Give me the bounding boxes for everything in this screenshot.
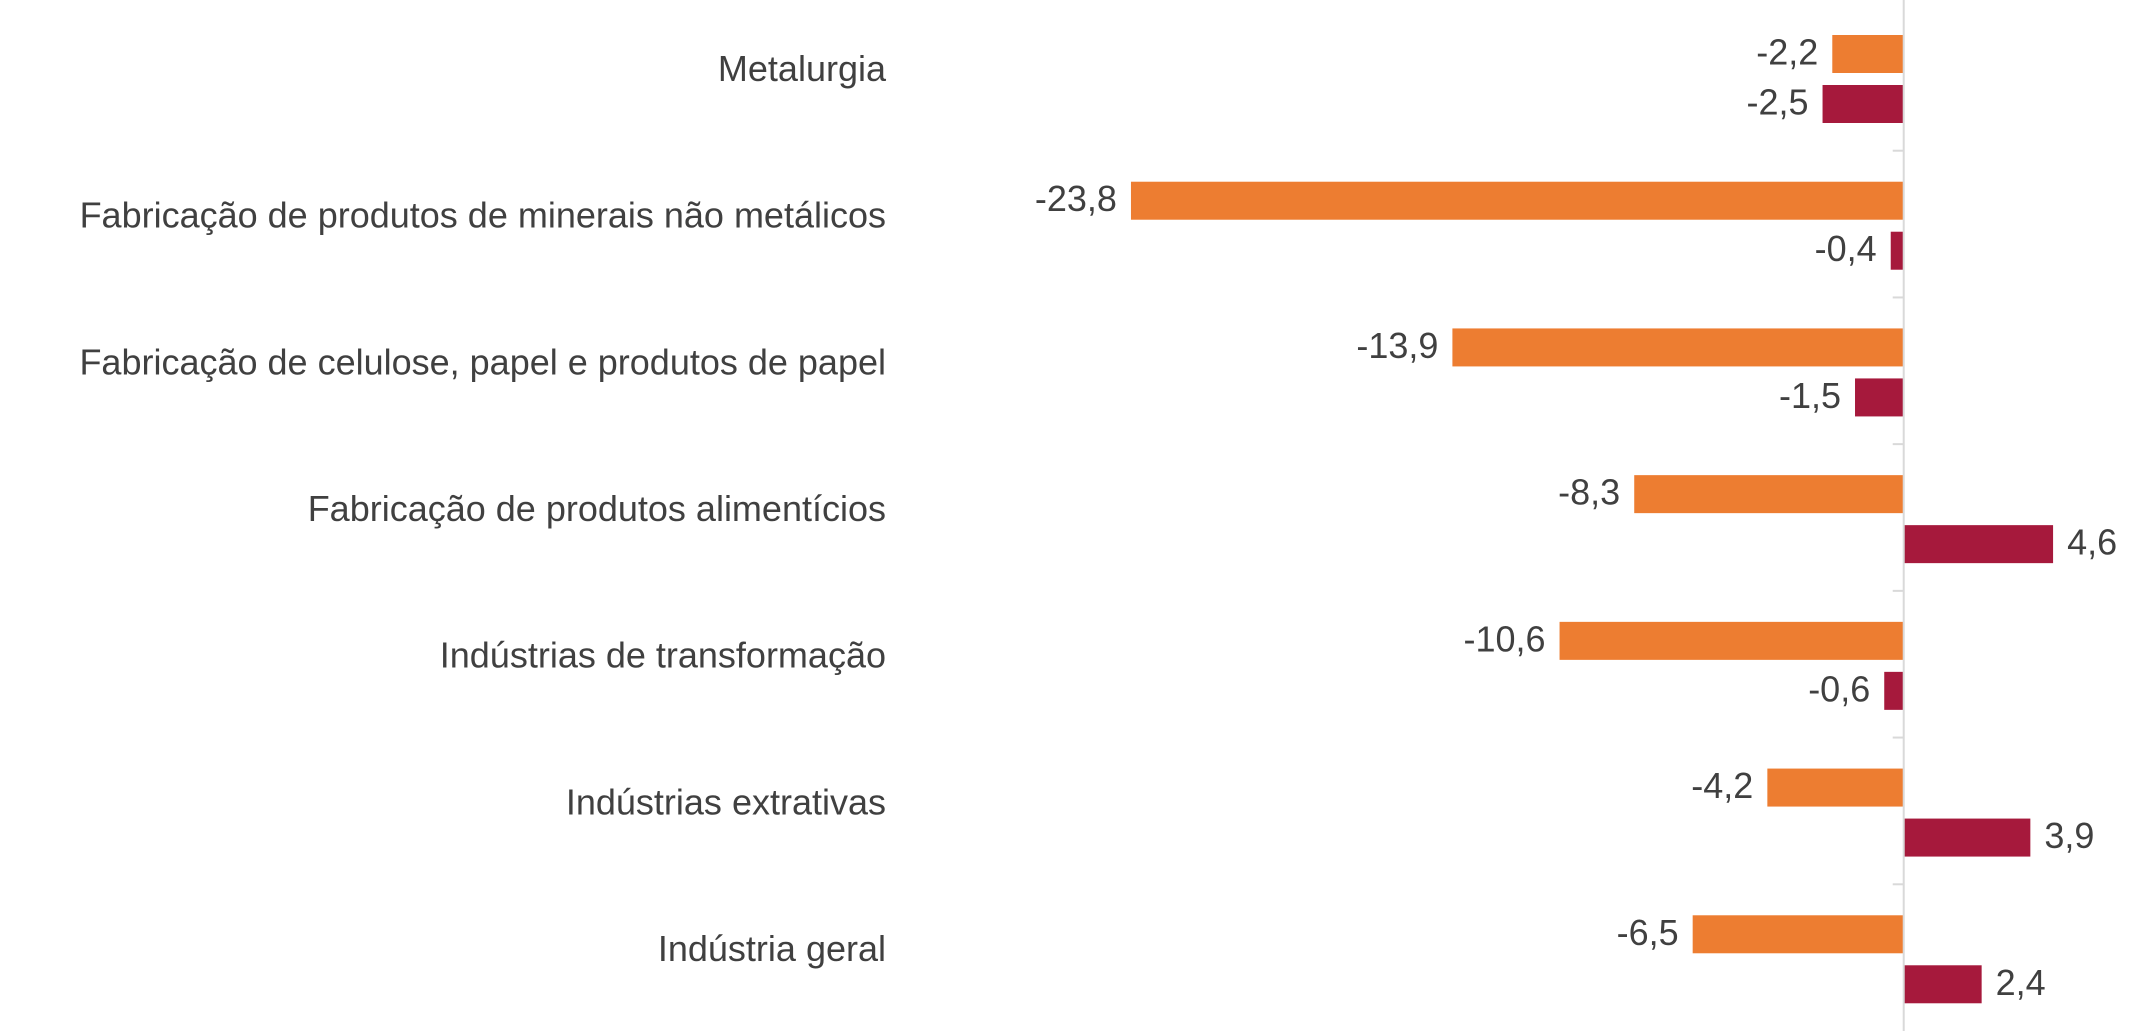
bar	[1692, 915, 1904, 954]
bar	[1634, 475, 1904, 514]
bar	[1832, 35, 1904, 73]
bar	[1130, 181, 1904, 220]
data-label: 2,4	[1996, 962, 2046, 1003]
bar	[1903, 818, 2031, 857]
bar	[1822, 85, 1904, 123]
category-label: Fabricação de produtos alimentícios	[308, 488, 886, 529]
category-label: Fabricação de produtos de minerais não m…	[80, 195, 886, 236]
data-label: -23,8	[1035, 178, 1117, 219]
data-label: -2,5	[1747, 82, 1809, 123]
data-label: -13,9	[1356, 325, 1438, 366]
bar	[1452, 328, 1904, 367]
data-label: 4,6	[2067, 522, 2117, 563]
category-label: Indústrias extrativas	[566, 781, 886, 822]
bar	[1559, 621, 1904, 660]
bar	[1903, 965, 1982, 1004]
data-label: -4,2	[1691, 765, 1753, 806]
bar	[1767, 768, 1904, 807]
category-label: Metalurgia	[718, 48, 887, 89]
data-label: -0,4	[1815, 228, 1877, 269]
bar	[1890, 231, 1904, 270]
data-label: -10,6	[1463, 618, 1545, 659]
bar	[1884, 671, 1904, 710]
data-label: -1,5	[1779, 375, 1841, 416]
data-label: -8,3	[1558, 472, 1620, 513]
bar	[1855, 378, 1904, 417]
category-label: Indústrias de transformação	[440, 635, 886, 676]
data-label: 3,9	[2044, 815, 2094, 856]
bar	[1903, 525, 2054, 564]
category-label: Indústria geral	[658, 928, 886, 969]
data-label: -2,2	[1756, 32, 1818, 73]
category-label: Fabricação de celulose, papel e produtos…	[79, 341, 886, 382]
data-label: -0,6	[1808, 668, 1870, 709]
data-label: -6,5	[1617, 912, 1679, 953]
